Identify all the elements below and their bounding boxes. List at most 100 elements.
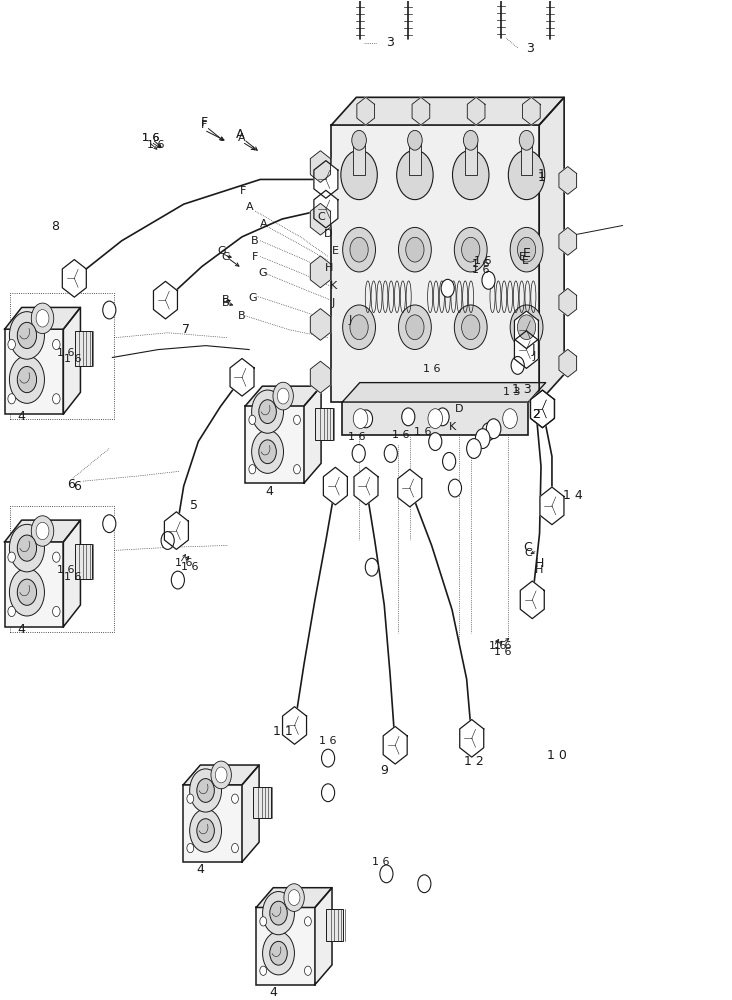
Text: 9: 9 — [381, 764, 389, 777]
Text: H: H — [535, 565, 544, 575]
Circle shape — [441, 279, 455, 297]
Text: 6: 6 — [67, 478, 75, 491]
Text: A: A — [260, 219, 268, 229]
Bar — [315, 408, 332, 440]
Circle shape — [449, 479, 462, 497]
Polygon shape — [64, 307, 81, 414]
Circle shape — [53, 339, 60, 350]
Text: A: A — [238, 133, 246, 143]
Bar — [4, 329, 64, 414]
Circle shape — [518, 237, 536, 262]
Circle shape — [259, 440, 277, 464]
Text: 1 1: 1 1 — [272, 725, 292, 738]
Text: J: J — [332, 298, 335, 308]
Polygon shape — [515, 311, 539, 349]
Text: 1 6: 1 6 — [372, 857, 389, 867]
Text: G: G — [217, 246, 226, 256]
Polygon shape — [383, 726, 407, 764]
Text: 1 6: 1 6 — [147, 140, 165, 150]
Polygon shape — [460, 720, 484, 757]
Circle shape — [443, 452, 456, 470]
Text: 2: 2 — [532, 408, 540, 421]
Text: C: C — [523, 541, 532, 554]
Circle shape — [462, 237, 480, 262]
Polygon shape — [540, 487, 564, 525]
Circle shape — [294, 415, 300, 424]
Circle shape — [510, 305, 543, 349]
Circle shape — [398, 227, 431, 272]
Text: 3: 3 — [386, 36, 395, 49]
Text: 1 6: 1 6 — [488, 641, 506, 651]
Text: 4: 4 — [18, 410, 26, 423]
Polygon shape — [515, 331, 539, 368]
Text: D: D — [455, 404, 463, 414]
Polygon shape — [310, 361, 331, 393]
Circle shape — [288, 890, 300, 906]
Circle shape — [305, 917, 311, 926]
Text: 1 6: 1 6 — [57, 348, 75, 358]
Bar — [183, 785, 242, 862]
Circle shape — [161, 532, 174, 549]
Text: C: C — [317, 212, 325, 222]
Circle shape — [428, 409, 443, 429]
Circle shape — [36, 310, 49, 327]
Text: 1 6: 1 6 — [494, 647, 512, 657]
Text: H: H — [535, 557, 545, 570]
Text: D: D — [324, 229, 332, 239]
Circle shape — [10, 568, 45, 616]
Circle shape — [463, 130, 478, 150]
Polygon shape — [230, 358, 254, 396]
Polygon shape — [531, 390, 554, 428]
Polygon shape — [314, 161, 338, 198]
Bar — [520, 140, 532, 175]
Polygon shape — [310, 203, 331, 235]
Polygon shape — [539, 97, 564, 402]
Circle shape — [53, 394, 60, 404]
Circle shape — [359, 410, 373, 428]
Bar — [409, 140, 421, 175]
Polygon shape — [165, 512, 188, 549]
Text: E: E — [523, 247, 531, 260]
Circle shape — [466, 439, 481, 458]
Text: B: B — [223, 295, 230, 305]
Circle shape — [263, 932, 294, 975]
Circle shape — [482, 423, 495, 441]
Polygon shape — [559, 167, 577, 194]
Text: F: F — [201, 116, 208, 129]
Text: F: F — [252, 252, 258, 262]
Text: 1 6: 1 6 — [423, 364, 441, 374]
Polygon shape — [397, 469, 422, 507]
Text: 1 6: 1 6 — [348, 432, 366, 442]
Circle shape — [321, 784, 335, 802]
Bar — [10, 506, 114, 632]
Text: F: F — [201, 120, 207, 130]
Circle shape — [510, 227, 543, 272]
Text: F: F — [240, 186, 247, 196]
Text: 1 2: 1 2 — [464, 755, 484, 768]
Polygon shape — [283, 707, 307, 744]
Text: 1 6: 1 6 — [64, 354, 81, 364]
Text: 1 3: 1 3 — [503, 387, 520, 397]
Bar — [4, 542, 64, 627]
Circle shape — [436, 408, 449, 426]
Circle shape — [260, 966, 266, 975]
Text: J: J — [532, 343, 536, 356]
Text: J: J — [348, 315, 351, 325]
Polygon shape — [183, 765, 259, 785]
Circle shape — [215, 767, 227, 783]
Circle shape — [36, 522, 49, 540]
Text: 1 6: 1 6 — [64, 572, 81, 582]
Circle shape — [406, 315, 424, 340]
Polygon shape — [245, 386, 321, 406]
Circle shape — [18, 535, 37, 561]
Bar — [332, 125, 539, 402]
Circle shape — [273, 382, 294, 410]
Polygon shape — [324, 467, 348, 505]
Text: 1 6: 1 6 — [142, 133, 160, 143]
Bar — [354, 140, 365, 175]
Circle shape — [31, 516, 53, 546]
Text: 4: 4 — [18, 623, 26, 636]
Circle shape — [190, 809, 222, 852]
Polygon shape — [314, 190, 338, 228]
Text: 4: 4 — [266, 485, 274, 498]
